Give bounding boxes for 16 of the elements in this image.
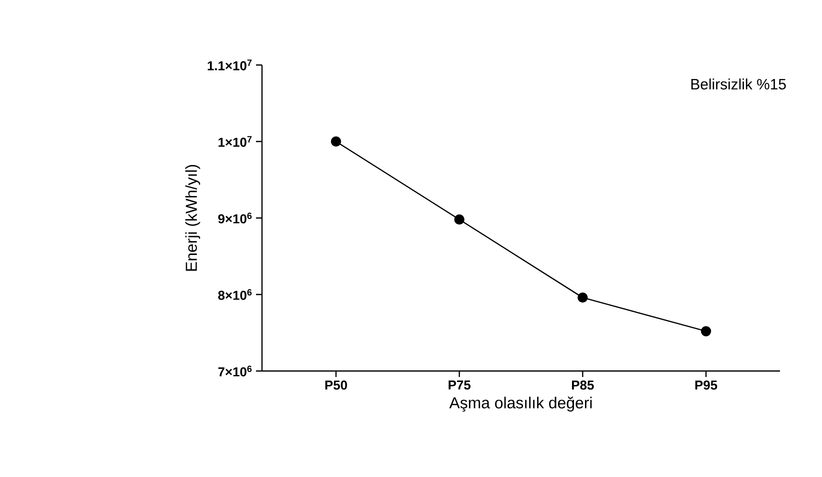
y-tick-label: 9×10$^{6}$ xyxy=(218,212,252,224)
point xyxy=(330,136,342,147)
y-axis-title: Enerji (kWh/yıl) xyxy=(185,164,200,271)
x-axis-title: Aşma olasılık değeri xyxy=(449,396,592,412)
point xyxy=(700,326,712,336)
y-tick-label: 7×10$^{6}$ xyxy=(218,366,252,376)
x-tick-label: P50 xyxy=(325,380,347,390)
annotation: Belirsizlik %15 xyxy=(691,78,786,90)
y-tick-label: 1×10$^{7}$ xyxy=(218,136,252,147)
point xyxy=(454,214,464,225)
x-tick-label: P95 xyxy=(695,380,718,390)
x-tick-label: P75 xyxy=(448,380,470,390)
y-tick-label: 8×10$^{6}$ xyxy=(218,289,252,300)
x-tick-label: P85 xyxy=(572,380,594,390)
y-tick-label: 1.1×10$^{7}$ xyxy=(208,60,252,70)
point xyxy=(578,292,588,303)
